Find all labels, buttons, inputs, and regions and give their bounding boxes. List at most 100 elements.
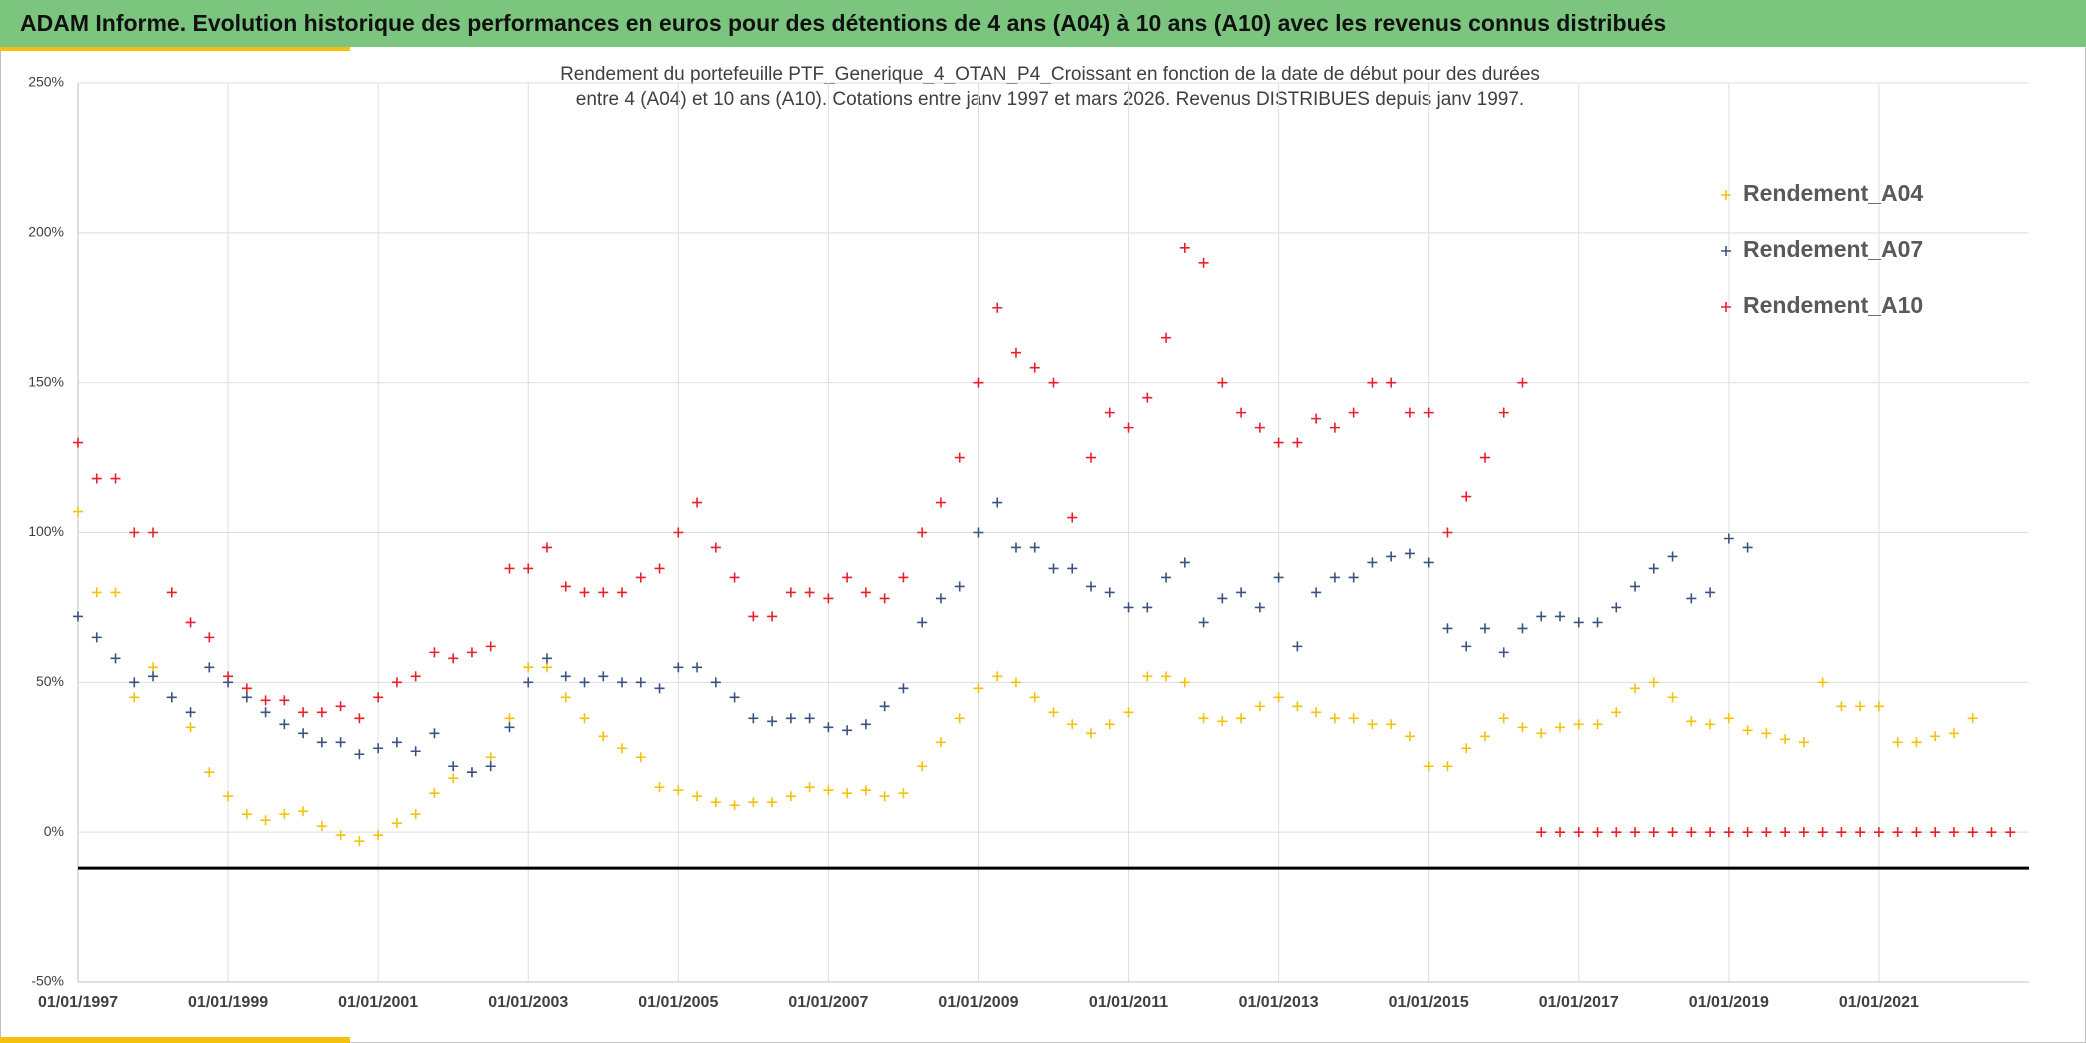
y-tick-label: 150% [28,373,64,389]
legend-marker [1721,302,1731,312]
point [1442,623,1453,634]
point [391,818,402,829]
point [1517,623,1528,634]
point [279,809,290,820]
point [1611,827,1622,838]
point [1179,677,1190,688]
point [654,563,665,574]
point [935,593,946,604]
x-tick-label: 01/01/1997 [38,994,118,1011]
point [842,725,853,736]
point [1198,713,1209,724]
header-bar [0,0,2086,47]
point [1892,737,1903,748]
point [1217,377,1228,388]
point [204,662,215,673]
point [316,707,327,718]
point [560,581,571,592]
point [166,587,177,598]
point [1086,728,1097,739]
point [767,716,778,727]
point [354,749,365,760]
point [1311,587,1322,598]
point [241,683,252,694]
point [1029,362,1040,373]
point [1161,671,1172,682]
point [1592,617,1603,628]
point [1273,572,1284,583]
point [1705,719,1716,730]
point [1329,572,1340,583]
point [804,782,815,793]
point [1404,407,1415,418]
point [1780,734,1791,745]
point [129,692,140,703]
point [504,563,515,574]
y-tick-label: 250% [28,74,64,90]
point [316,821,327,832]
point [1104,719,1115,730]
point [579,587,590,598]
point [823,785,834,796]
point [1104,407,1115,418]
point [1498,647,1509,658]
point [1254,602,1265,613]
point [1836,827,1847,838]
point [448,761,459,772]
point [973,683,984,694]
point [748,611,759,622]
point [1311,707,1322,718]
point [560,671,571,682]
x-tick-label: 01/01/2019 [1689,994,1769,1011]
x-tick-label: 01/01/2001 [338,994,418,1011]
point [316,737,327,748]
point [1742,542,1753,553]
point [635,677,646,688]
point [1010,542,1021,553]
point [748,797,759,808]
point [1142,671,1153,682]
point [523,662,534,673]
point [241,692,252,703]
point [1498,407,1509,418]
point [1723,827,1734,838]
x-tick-label: 01/01/2021 [1839,994,1919,1011]
point [1442,761,1453,772]
point [129,677,140,688]
point [1029,542,1040,553]
point [523,563,534,574]
point [279,719,290,730]
accent [0,47,350,51]
point [692,791,703,802]
point [73,437,83,448]
point [673,662,684,673]
point [1067,563,1078,574]
point [485,761,496,772]
point [1948,827,1959,838]
point [1048,563,1059,574]
point [335,737,346,748]
point [673,527,684,538]
point [1780,827,1791,838]
point [673,785,684,796]
point [598,587,609,598]
legend-label: Rendement_A04 [1743,180,1923,206]
point [1367,377,1378,388]
point [410,809,421,820]
point [973,527,984,538]
point [1198,617,1209,628]
point [1029,692,1040,703]
point [241,809,252,820]
point [842,572,853,583]
point [1292,641,1303,652]
legend-marker [1721,190,1731,200]
point [954,713,965,724]
point [1348,572,1359,583]
point [1404,731,1415,742]
point [748,713,759,724]
y-tick-label: 50% [36,673,64,689]
point [785,587,796,598]
